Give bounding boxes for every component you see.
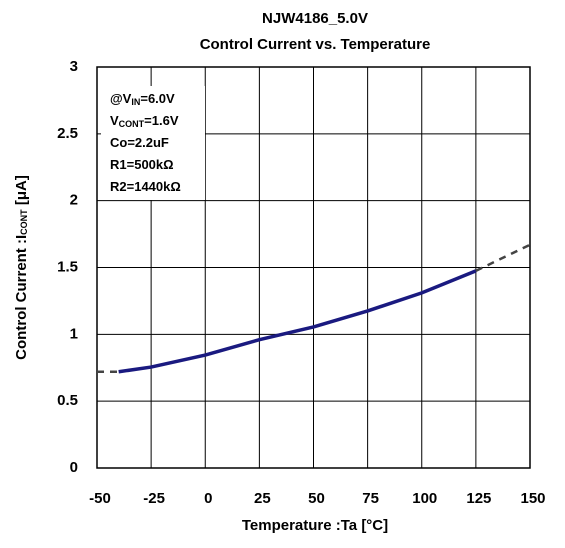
line [118,269,477,374]
x-tick-label: 0 [204,490,212,507]
y-tick-label: 0 [70,459,78,476]
annotation: Co=2.2uF [110,135,169,150]
text-part: R1=500kΩ [110,157,174,172]
text-part: Co=2.2uF [110,135,169,150]
annotation: R1=500kΩ [110,157,174,172]
subscript: CONT [119,119,145,129]
text-part: =6.0V [140,91,175,106]
y-tick-label: 3 [70,58,78,75]
y-tick-label: 2.5 [57,125,78,142]
text-part: =1.6V [144,113,179,128]
annotation: R2=1440kΩ [110,179,181,194]
subscript: CONT [19,209,29,235]
chart-title: NJW4186_5.0V [262,10,368,27]
y-tick-label: 2 [70,192,78,209]
y-axis-label: Control Current :ICONT [μA] [13,175,30,360]
line [97,243,531,374]
annotation: VCONT=1.6V [110,113,179,129]
x-tick-label: 25 [254,490,271,507]
x-tick-label: 50 [308,490,325,507]
x-tick-label: 125 [466,490,491,507]
x-tick-label: -50 [89,490,111,507]
text-part: V [110,113,119,128]
text-part: [μA] [13,175,30,209]
y-tick-label: 1 [70,325,78,342]
text-part: @V [110,91,132,106]
y-tick-label: 0.5 [57,392,78,409]
text-part: Control Current :I [13,235,30,360]
text-part: R2=1440kΩ [110,179,181,194]
y-tick-label: 1.5 [57,258,78,275]
plot-frame [96,66,531,469]
x-tick-label: 75 [362,490,379,507]
chart-title: Control Current vs. Temperature [200,36,431,53]
x-tick-label: 100 [412,490,437,507]
annotation: @VIN=6.0V [110,91,175,107]
x-tick-label: 150 [520,490,545,507]
annotation-box [101,86,205,200]
x-axis-label: Temperature :Ta [°C] [242,517,388,534]
subscript: IN [131,97,140,107]
x-tick-label: -25 [143,490,165,507]
